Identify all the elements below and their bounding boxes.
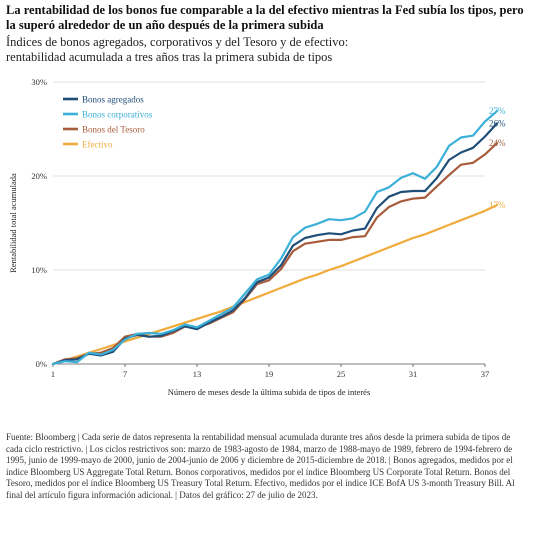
series-line-2 xyxy=(51,141,499,366)
y-tick-label: 0% xyxy=(36,359,47,369)
end-label-2: 24% xyxy=(489,138,506,148)
chart-footer: Fuente: Bloomberg | Cada serie de datos … xyxy=(6,432,515,500)
x-tick-label: 37 xyxy=(481,369,490,379)
x-tick-label: 19 xyxy=(265,369,274,379)
y-axis-title: Rentabilidad total acumulada xyxy=(8,173,18,273)
series-line-3 xyxy=(51,204,499,366)
series-line-0 xyxy=(51,122,499,366)
legend-label-0: Bonos agregados xyxy=(82,95,144,105)
end-label-1: 27% xyxy=(489,106,506,116)
chart-subtitle: Índices de bonos agregados, corporativos… xyxy=(6,35,536,65)
legend-label-1: Bonos corporativos xyxy=(82,110,153,120)
x-tick-label: 31 xyxy=(409,369,418,379)
x-tick-label: 7 xyxy=(123,369,127,379)
series-line-1 xyxy=(51,109,499,366)
legend-label-2: Bonos del Tesoro xyxy=(82,125,145,135)
y-tick-label: 20% xyxy=(31,171,47,181)
x-axis-title: Número de meses desde la última subida d… xyxy=(168,387,371,397)
line-chart: 0% 10% 20% 30% 1 7 13 19 25 31 37 Número de meses d… xyxy=(8,77,506,397)
x-tick-label: 1 xyxy=(51,369,55,379)
end-label-0: 26% xyxy=(489,118,506,128)
chart-title: La rentabilidad de los bonos fue compara… xyxy=(6,3,524,32)
legend-label-3: Efectivo xyxy=(82,140,113,150)
y-tick-label: 10% xyxy=(31,265,47,275)
y-tick-label: 30% xyxy=(31,77,47,87)
x-tick-label: 25 xyxy=(337,369,346,379)
x-tick-label: 13 xyxy=(193,369,202,379)
subtitle-line-1: Índices de bonos agregados, corporativos… xyxy=(6,35,349,49)
end-label-3: 17% xyxy=(489,200,506,210)
subtitle-line-2: rentabilidad acumulada a tres años tras … xyxy=(6,50,333,64)
